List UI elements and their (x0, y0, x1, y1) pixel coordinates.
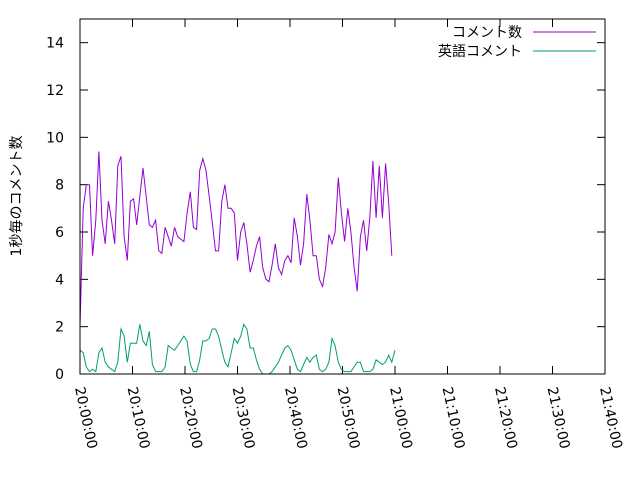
x-tick-label: 20:20:00 (176, 386, 205, 451)
x-tick-label: 20:30:00 (229, 386, 258, 451)
y-tick-label: 6 (55, 225, 64, 241)
x-tick-label: 20:10:00 (124, 386, 153, 451)
x-tick-label: 20:40:00 (281, 386, 310, 451)
y-tick-label: 2 (55, 320, 64, 336)
series-lines (79, 151, 396, 375)
x-tick-label: 21:20:00 (491, 386, 520, 451)
y-tick-label: 14 (46, 36, 64, 52)
x-tick-label: 20:50:00 (334, 386, 363, 451)
plot-frame (79, 18, 606, 375)
series-line-1 (79, 151, 393, 327)
ticks (79, 19, 606, 375)
x-tick-label: 20:00:00 (71, 386, 100, 451)
legend-label: コメント数 (452, 25, 522, 41)
y-tick-label: 10 (46, 130, 64, 146)
legend-label: 英語コメント (438, 43, 522, 60)
series-line-2 (79, 323, 396, 375)
y-axis-label: 1秒毎のコメント数 (9, 136, 25, 257)
x-tick-label: 21:30:00 (544, 386, 573, 451)
y-tick-labels: 0 2 4 6 8 10 12 14 (46, 36, 64, 383)
y-tick-label: 0 (55, 367, 64, 383)
x-tick-labels: 20:00:00 20:10:00 20:20:00 20:30:00 20:40:00… (71, 386, 625, 451)
x-tick-label: 21:40:00 (596, 386, 625, 451)
x-tick-label: 21:10:00 (439, 386, 468, 451)
y-tick-label: 12 (46, 83, 64, 99)
y-tick-label: 8 (55, 178, 64, 194)
y-tick-label: 4 (55, 272, 64, 288)
x-tick-label: 21:00:00 (386, 386, 415, 451)
